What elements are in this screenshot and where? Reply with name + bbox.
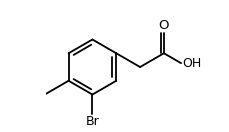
Text: Br: Br [85,115,99,128]
Text: OH: OH [181,57,201,70]
Text: O: O [158,19,168,32]
